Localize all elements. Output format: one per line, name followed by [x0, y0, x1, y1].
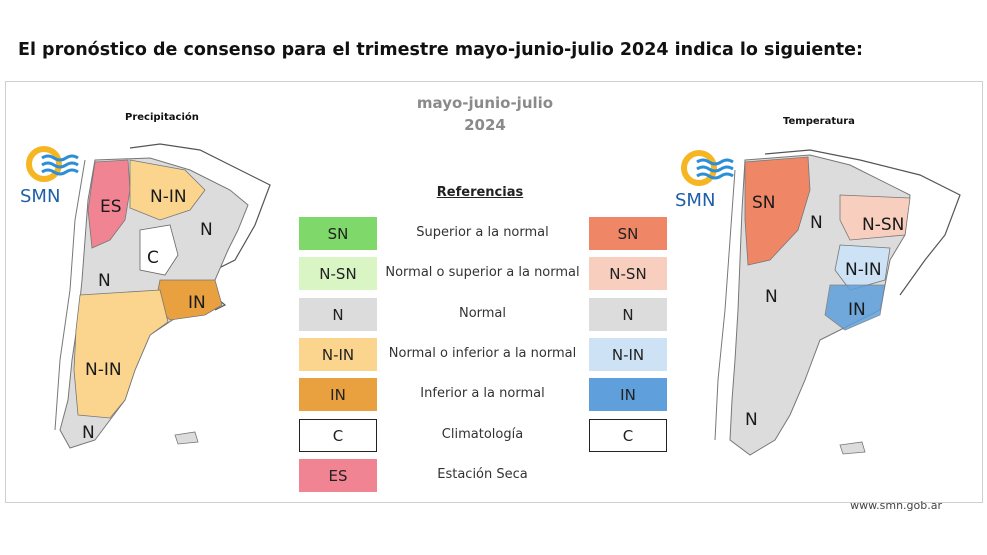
label-n-in-north: N-IN — [150, 187, 187, 207]
label-in: IN — [188, 293, 206, 313]
smn-logo-left: SMN — [20, 144, 80, 209]
label-n-sn: N-SN — [862, 215, 904, 235]
legend-description: Normal o inferior a la normal — [388, 346, 577, 361]
temp-legend-box-n-sn: N-SN — [589, 257, 667, 290]
legend-description: Climatología — [441, 427, 524, 442]
smn-logo-right: SMN — [675, 148, 735, 213]
precip-map-title: Precipitación — [125, 112, 199, 123]
region-es — [87, 159, 131, 249]
legend-description: Inferior a la normal — [420, 386, 545, 401]
period-title: mayo-junio-julio 2024 — [380, 92, 590, 136]
precip-legend-box-n: N — [299, 298, 377, 331]
label-n-center: N — [765, 287, 778, 307]
region-in — [824, 284, 886, 331]
temp-legend-box-n: N — [589, 298, 667, 331]
temperature-map: SN N N-SN N-IN N IN N — [714, 149, 961, 456]
legend-title: Referencias — [436, 185, 524, 200]
neighbor-border — [764, 149, 961, 296]
website-footer: www.smn.gob.ar — [850, 499, 942, 512]
chile-coast — [54, 159, 86, 431]
temp-legend-box-sn: SN — [589, 217, 667, 250]
region-n-in-south — [73, 289, 169, 419]
smn-sun-icon — [681, 150, 734, 186]
precipitation-map: ES N-IN N C N IN N-IN N — [54, 143, 271, 449]
label-sn: SN — [752, 193, 776, 213]
islands — [174, 431, 199, 445]
precip-legend-box-n-sn: N-SN — [299, 257, 377, 290]
label-n-in-south: N-IN — [85, 360, 122, 380]
label-n-east: N — [200, 220, 213, 240]
label-c: C — [147, 248, 159, 268]
smn-logo-text: SMN — [675, 190, 716, 211]
temp-legend-box-in: IN — [589, 378, 667, 411]
period-year: 2024 — [464, 116, 506, 134]
label-n-west: N — [98, 271, 111, 291]
legend-description: Superior a la normal — [416, 225, 549, 240]
smn-sun-icon — [26, 146, 79, 182]
label-in: IN — [848, 300, 866, 320]
label-n-north: N — [810, 213, 823, 233]
label-n-south: N — [745, 410, 758, 430]
temp-map-title: Temperatura — [783, 116, 855, 127]
region-sn — [744, 156, 811, 266]
region-n-in-north — [129, 159, 206, 221]
temp-legend-box-c: C — [589, 419, 667, 452]
region-c — [139, 224, 179, 276]
precip-legend-box-es: ES — [299, 459, 377, 492]
period-months: mayo-junio-julio — [416, 94, 554, 112]
precip-legend-box-n-in: N-IN — [299, 338, 377, 371]
smn-logo-text: SMN — [20, 186, 61, 207]
label-n-south: N — [82, 423, 95, 443]
legend-description: Estación Seca — [437, 467, 528, 482]
label-n-in: N-IN — [845, 260, 882, 280]
region-n-sn — [839, 194, 911, 241]
legend-description: Normal — [458, 306, 507, 321]
temp-legend-box-n-in: N-IN — [589, 338, 667, 371]
label-es: ES — [100, 197, 122, 217]
page-headline: El pronóstico de consenso para el trimes… — [18, 40, 863, 60]
legend-description: Normal o superior a la normal — [385, 265, 580, 280]
islands — [839, 441, 866, 455]
chile-coast — [714, 169, 736, 441]
precip-legend-box-c: C — [299, 419, 377, 452]
precip-legend-box-in: IN — [299, 378, 377, 411]
precip-legend-box-sn: SN — [299, 217, 377, 250]
